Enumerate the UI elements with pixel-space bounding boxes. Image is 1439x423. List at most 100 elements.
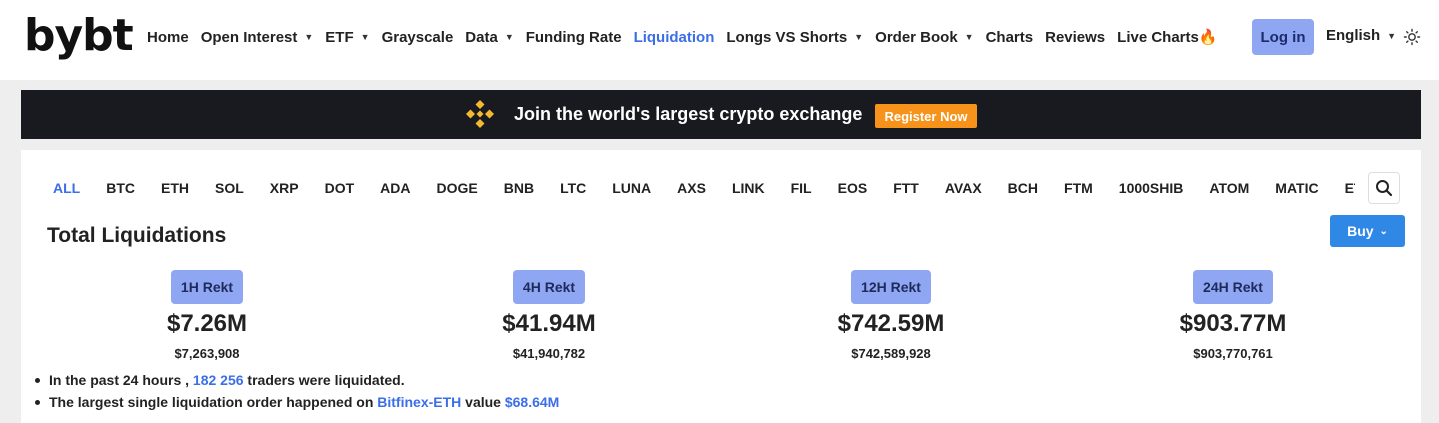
stat-1h: 1H Rekt $7.26M $7,263,908: [127, 270, 287, 361]
nav-label: Liquidation: [633, 28, 715, 46]
navbar: bybt Home Open Interest ▼ ETF ▼ Grayscale Data…: [0, 0, 1439, 80]
coin-tab-all[interactable]: ALL: [53, 180, 81, 196]
nav-item-funding-rate[interactable]: Funding Rate: [526, 29, 622, 46]
stat-badge[interactable]: 1H Rekt: [170, 270, 244, 304]
coin-tab-bnb[interactable]: BNB: [503, 180, 535, 196]
coin-tab-sol[interactable]: SOL: [215, 180, 244, 196]
stat-exact-value: $41,940,782: [512, 346, 586, 361]
coin-tab-eos[interactable]: EOS: [837, 180, 868, 196]
nav-item-charts[interactable]: Charts: [986, 29, 1034, 46]
nav-label: Data: [465, 28, 498, 46]
nav-label: Longs VS Shorts: [726, 28, 848, 46]
buy-label: Buy: [1347, 223, 1374, 239]
trader-count: 182 256: [192, 372, 244, 388]
stat-12h: 12H Rekt $742.59M $742,589,928: [811, 270, 971, 361]
coin-tab-matic[interactable]: MATIC: [1275, 180, 1319, 196]
coin-tab-dot[interactable]: DOT: [324, 180, 355, 196]
coin-tab-link[interactable]: LINK: [731, 180, 765, 196]
summary-largest-order: The largest single liquidation order hap…: [33, 394, 559, 410]
liquidation-panel: ALL BTC ETH SOL XRP DOT ADA DOGE BNB LTC LUNA AXS LI…: [21, 150, 1421, 423]
nav-label: Funding Rate: [525, 28, 622, 46]
stat-4h: 4H Rekt $41.94M $41,940,782: [469, 270, 629, 361]
summary-text: value: [461, 394, 505, 410]
bullet-dot: [35, 378, 40, 383]
summary-text: The largest single liquidation order hap…: [49, 394, 378, 410]
chevron-down-icon: ▼: [854, 32, 864, 42]
nav-label: Live Charts🔥: [1117, 29, 1218, 46]
nav-label: Order Book: [875, 28, 958, 46]
stat-badge[interactable]: 12H Rekt: [851, 270, 931, 304]
liquidation-summary: In the past 24 hours , 182 256 traders w…: [33, 372, 559, 416]
coin-tabs: ALL BTC ETH SOL XRP DOT ADA DOGE BNB LTC LUNA AXS LI…: [53, 180, 1355, 196]
largest-order-value: $68.64M: [504, 394, 560, 410]
summary-text: traders were liquidated.: [243, 372, 405, 388]
coin-tab-fil[interactable]: FIL: [790, 180, 812, 196]
search-icon: [1376, 180, 1393, 197]
chevron-down-icon: ▼: [964, 32, 974, 42]
nav-label: Grayscale: [381, 28, 454, 46]
nav-label: Open Interest: [200, 28, 298, 46]
banner-text: Join the world's largest crypto exchange: [514, 104, 863, 124]
nav-item-home[interactable]: Home: [147, 29, 189, 46]
language-label: English: [1326, 27, 1381, 44]
chevron-down-icon: ⌄: [1379, 225, 1388, 237]
coin-tab-1000shib[interactable]: 1000SHIB: [1118, 180, 1184, 196]
coin-tab-ftt[interactable]: FTT: [893, 180, 919, 196]
register-now-button[interactable]: Register Now: [875, 104, 977, 128]
chevron-down-icon: ▼: [360, 32, 370, 42]
coin-tab-xrp[interactable]: XRP: [269, 180, 299, 196]
nav-item-live-charts[interactable]: Live Charts🔥: [1117, 28, 1217, 46]
stat-value: $7.26M: [166, 310, 248, 337]
nav-item-etf[interactable]: ETF ▼: [325, 29, 369, 46]
nav-item-data[interactable]: Data ▼: [465, 29, 513, 46]
stat-value: $742.59M: [837, 310, 945, 337]
coin-tab-axs[interactable]: AXS: [677, 180, 706, 196]
stat-exact-value: $742,589,928: [851, 346, 931, 361]
coin-tab-btc[interactable]: BTC: [106, 180, 135, 196]
nav-label: Reviews: [1045, 28, 1106, 46]
page-title: Total Liquidations: [47, 224, 227, 247]
promo-banner[interactable]: Join the world's largest crypto exchange…: [21, 90, 1421, 139]
stat-value: $903.77M: [1179, 310, 1287, 337]
coin-tab-eth[interactable]: ETH: [161, 180, 189, 196]
chevron-down-icon: ▼: [304, 32, 314, 42]
stat-badge[interactable]: 4H Rekt: [512, 270, 586, 304]
nav-item-reviews[interactable]: Reviews: [1045, 29, 1105, 46]
coin-tab-bch[interactable]: BCH: [1007, 180, 1039, 196]
nav-label: Home: [147, 28, 189, 46]
nav-item-order-book[interactable]: Order Book ▼: [875, 29, 973, 46]
stat-exact-value: $7,263,908: [174, 346, 240, 361]
chevron-down-icon: ▼: [1387, 30, 1397, 41]
bullet-dot: [35, 400, 40, 405]
nav-item-open-interest[interactable]: Open Interest ▼: [201, 29, 314, 46]
coin-tab-doge[interactable]: DOGE: [436, 180, 478, 196]
nav-item-liquidation[interactable]: Liquidation: [634, 29, 715, 46]
stat-badge[interactable]: 24H Rekt: [1193, 270, 1273, 304]
coin-tab-etc[interactable]: ETC: [1344, 180, 1355, 196]
coin-tab-ftm[interactable]: FTM: [1064, 180, 1093, 196]
summary-traders-liquidated: In the past 24 hours , 182 256 traders w…: [33, 372, 559, 388]
buy-button[interactable]: Buy ⌄: [1330, 215, 1405, 247]
chevron-down-icon: ▼: [504, 32, 514, 42]
bybt-logo[interactable]: bybt: [24, 10, 134, 61]
stat-24h: 24H Rekt $903.77M $903,770,761: [1153, 270, 1313, 361]
binance-logo-icon: [466, 100, 494, 128]
nav-label: ETF: [325, 28, 354, 46]
summary-text: In the past 24 hours ,: [49, 372, 193, 388]
exchange-link[interactable]: Bitfinex-ETH: [377, 394, 462, 410]
nav-item-grayscale[interactable]: Grayscale: [382, 29, 454, 46]
coin-tab-atom[interactable]: ATOM: [1209, 180, 1250, 196]
nav-item-longs-vs-shorts[interactable]: Longs VS Shorts ▼: [726, 29, 863, 46]
stat-exact-value: $903,770,761: [1193, 346, 1273, 361]
language-select[interactable]: English ▼: [1326, 27, 1396, 44]
coin-tab-avax[interactable]: AVAX: [944, 180, 982, 196]
coin-tab-luna[interactable]: LUNA: [612, 180, 652, 196]
coin-tab-ada[interactable]: ADA: [380, 180, 411, 196]
main-nav: Home Open Interest ▼ ETF ▼ Grayscale Data ▼ Fund…: [147, 26, 1230, 48]
stat-value: $41.94M: [502, 310, 596, 337]
search-button[interactable]: [1368, 172, 1400, 204]
nav-label: Charts: [985, 28, 1034, 46]
sun-icon[interactable]: [1403, 28, 1421, 46]
login-button[interactable]: Log in: [1252, 19, 1314, 55]
coin-tab-ltc[interactable]: LTC: [560, 180, 587, 196]
